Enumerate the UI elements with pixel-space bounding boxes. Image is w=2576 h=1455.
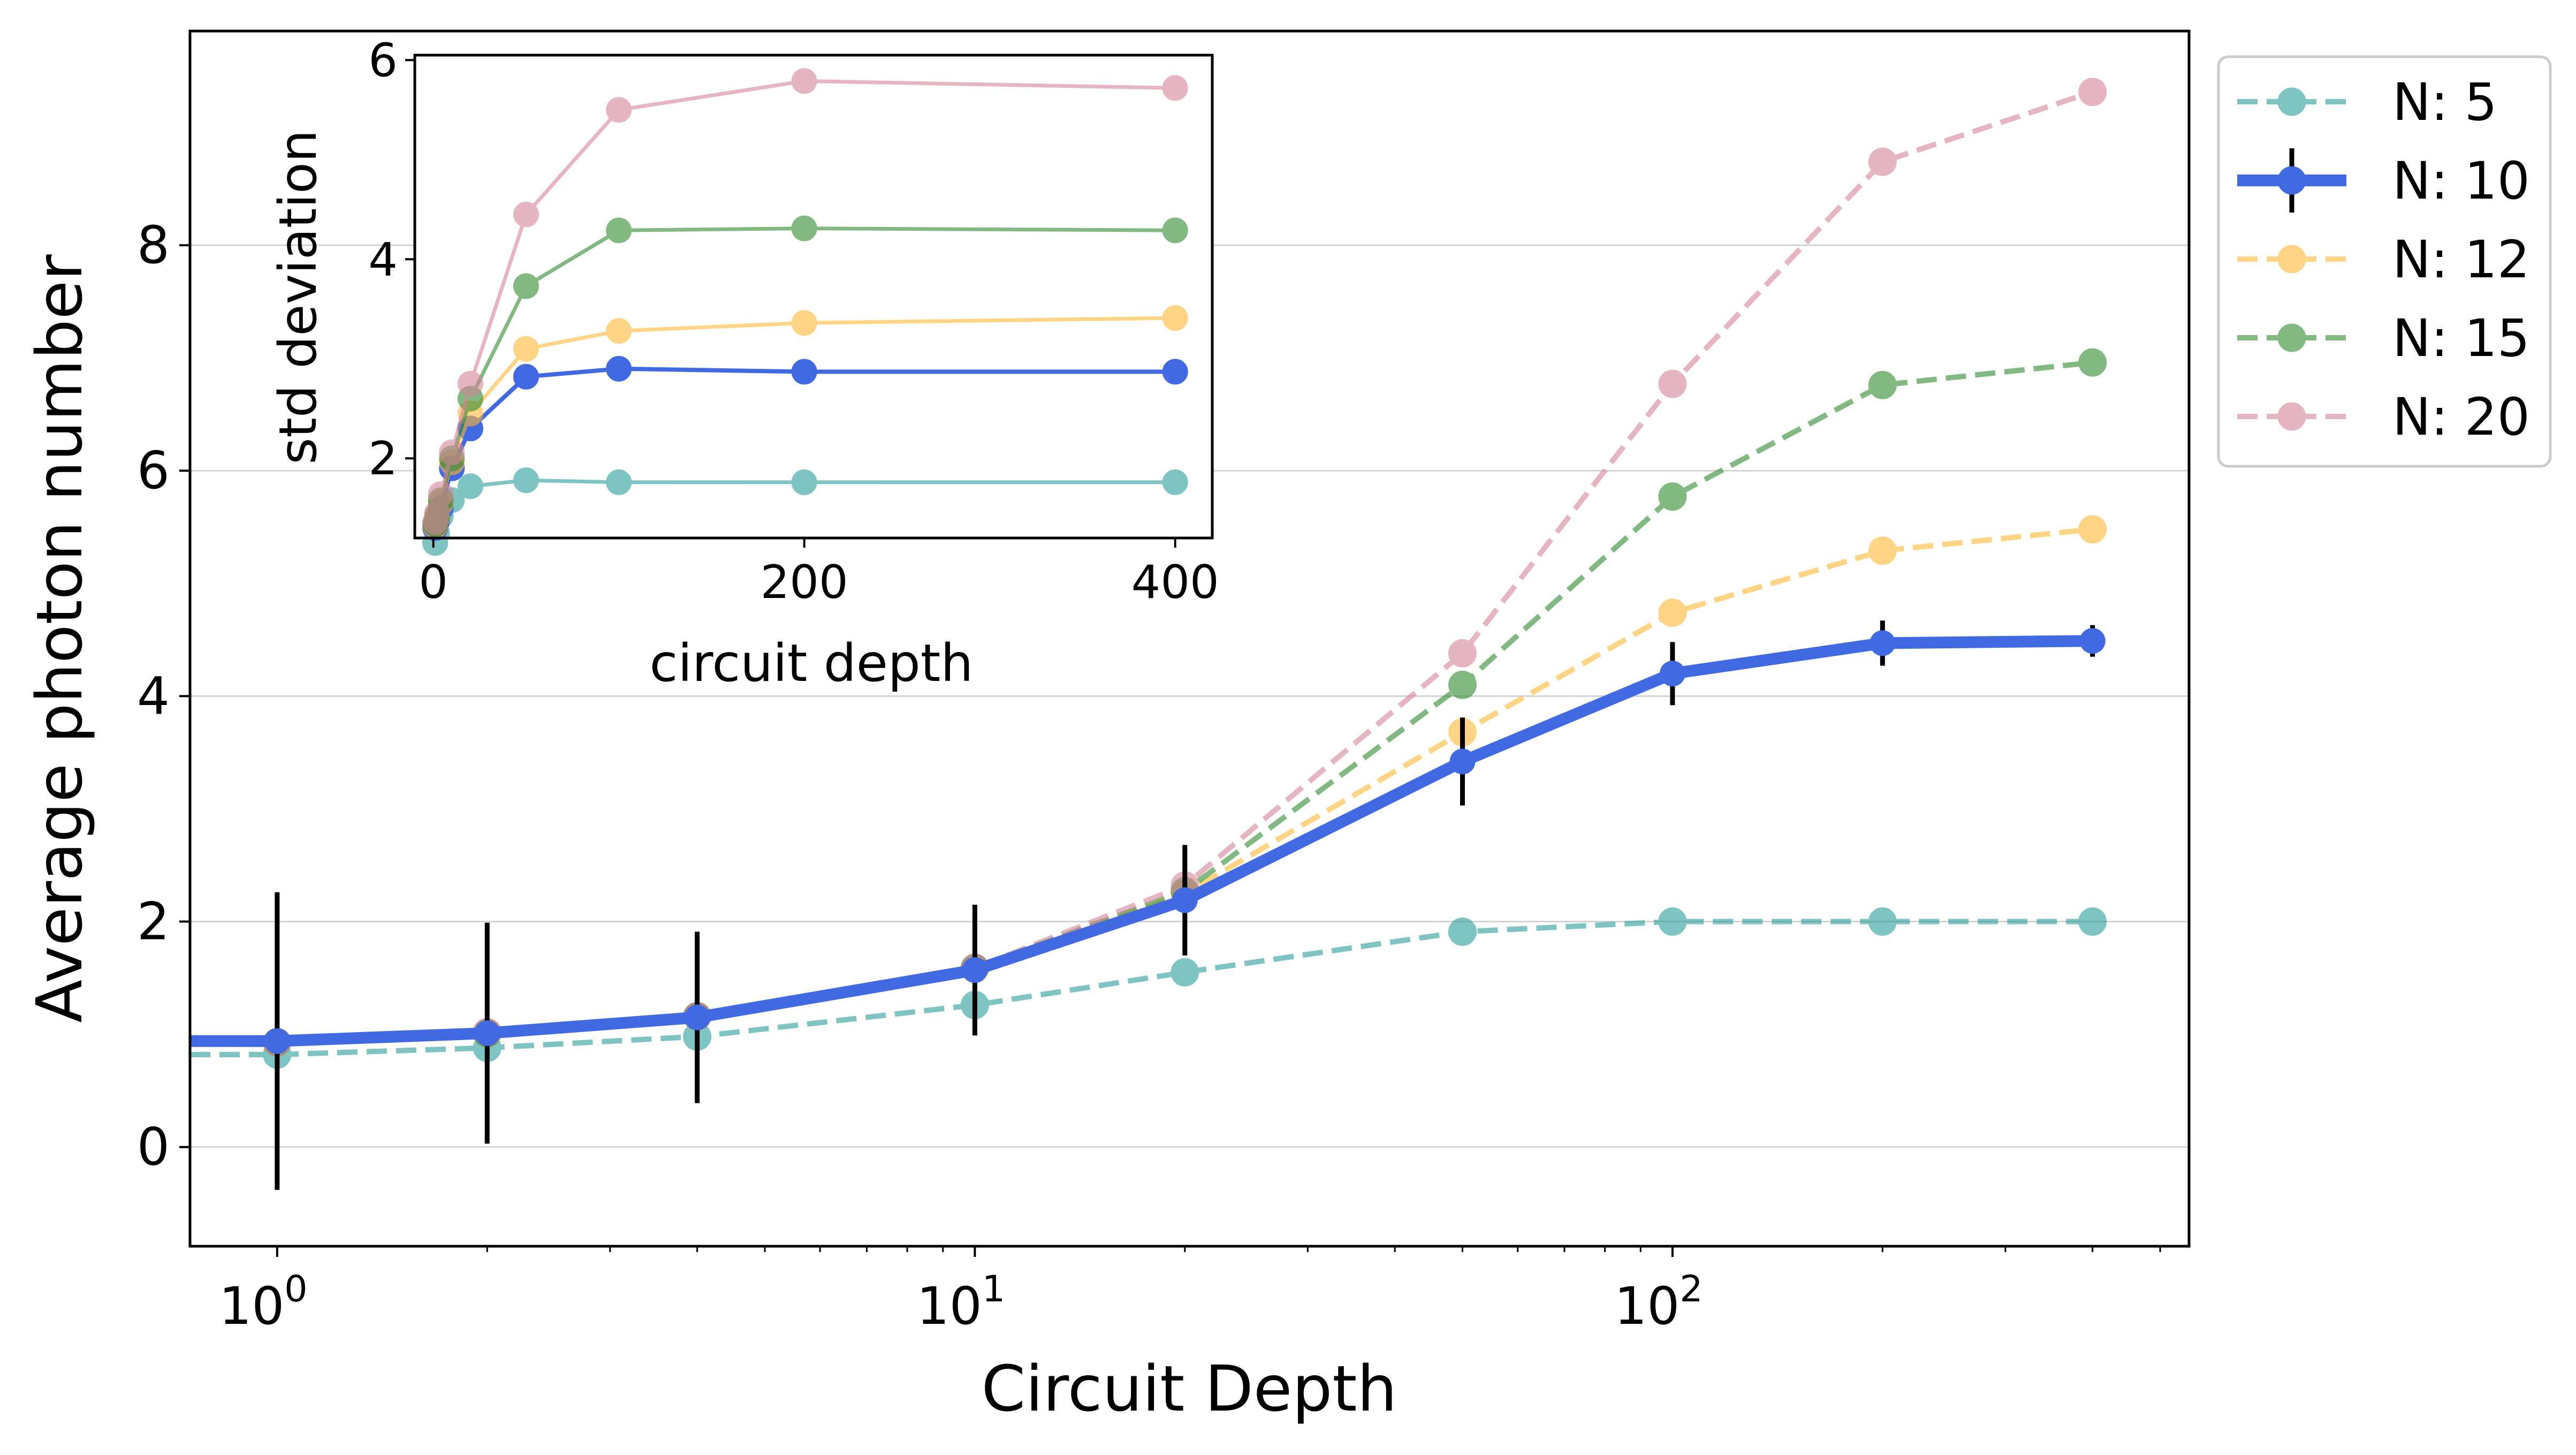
data-point-n10 xyxy=(264,1028,290,1054)
inset-x-tick-label: 200 xyxy=(761,556,848,609)
inset-data-point xyxy=(1162,75,1188,101)
data-point xyxy=(2078,515,2107,544)
inset-x-axis-label: circuit depth xyxy=(650,633,974,693)
data-point-n10 xyxy=(1870,630,1896,656)
inset-data-point xyxy=(791,310,817,336)
legend-point xyxy=(2277,245,2306,274)
x-tick-label: 100 xyxy=(219,1268,307,1336)
data-point xyxy=(1658,369,1687,398)
x-tick-label: 101 xyxy=(917,1268,1005,1336)
legend-marker xyxy=(2237,323,2346,352)
data-point xyxy=(1448,917,1477,946)
main-ticks: 0 2 4 6 8 100 101 102 xyxy=(137,215,2161,1336)
legend-point xyxy=(2277,87,2306,116)
legend-items: N: 5 N: 10 N: 12 N: 15 N: 20 xyxy=(2237,72,2530,447)
inset-data-point xyxy=(1162,469,1188,495)
legend-label: N: 10 xyxy=(2392,151,2530,211)
data-point xyxy=(2078,78,2107,107)
legend-point xyxy=(2277,402,2306,431)
inset-y-axis-label: std deviation xyxy=(268,130,328,464)
data-point-n10 xyxy=(1659,661,1685,687)
inset-data-point xyxy=(606,318,632,344)
inset-x-tick-label: 0 xyxy=(419,556,448,609)
y-tick-label: 4 xyxy=(137,666,170,726)
series-line-n10 xyxy=(190,635,2093,1047)
inset-y-tick-label: 6 xyxy=(368,34,398,87)
inset-data-point xyxy=(606,217,632,244)
x-tick-label: 102 xyxy=(1614,1268,1703,1336)
inset-series-group xyxy=(422,68,1188,535)
data-point-n10 xyxy=(2079,628,2106,654)
data-point-n10 xyxy=(474,1020,500,1047)
legend-marker xyxy=(2237,87,2346,116)
data-point-n10 xyxy=(962,957,988,983)
y-tick-label: 0 xyxy=(137,1117,170,1177)
series-group xyxy=(190,907,2107,1069)
inset-data-point xyxy=(457,473,483,499)
inset-ticks: 0 200 400 2 4 6 xyxy=(368,34,1219,609)
main-axes-frame xyxy=(188,29,2191,1248)
legend-marker xyxy=(2237,402,2346,431)
data-point xyxy=(1448,670,1477,699)
data-point xyxy=(1868,536,1897,565)
inset-y-tick-label: 2 xyxy=(368,432,398,486)
series-line xyxy=(190,919,2093,1057)
legend-point xyxy=(2277,166,2306,195)
legend-label: N: 12 xyxy=(2392,230,2530,290)
inset-axes-frame xyxy=(413,54,1214,540)
inset-plot-series xyxy=(422,68,1188,556)
legend-frame xyxy=(2217,55,2552,468)
inset-data-point xyxy=(513,201,539,228)
data-point xyxy=(1868,370,1897,399)
inset-data-point xyxy=(513,273,539,299)
inset-data-point xyxy=(457,370,483,397)
main-plot-series xyxy=(190,78,2107,1190)
data-point xyxy=(1868,907,1897,936)
inset-data-point xyxy=(428,481,454,507)
legend-label: N: 20 xyxy=(2392,387,2530,447)
legend-marker xyxy=(2237,245,2346,274)
inset-background xyxy=(415,55,1212,538)
inset-data-point xyxy=(791,359,817,385)
inset-data-point xyxy=(439,439,465,466)
inset-data-point xyxy=(791,68,817,94)
data-point xyxy=(1658,907,1687,936)
y-tick-label: 2 xyxy=(137,892,170,952)
inset-data-point xyxy=(513,336,539,362)
data-point-n10 xyxy=(1172,887,1198,913)
inset-data-point xyxy=(1162,305,1188,331)
inset-data-point xyxy=(606,97,632,123)
data-point xyxy=(2078,907,2107,936)
data-point-n10 xyxy=(1449,748,1476,775)
data-point xyxy=(1658,482,1687,511)
main-y-axis-label: Average photon number xyxy=(22,254,96,1023)
data-point xyxy=(1171,958,1199,987)
legend-label: N: 5 xyxy=(2392,72,2497,132)
legend-point xyxy=(2277,323,2306,352)
inset-data-point xyxy=(1162,217,1188,244)
inset-data-point xyxy=(791,215,817,241)
legend: N: 5 N: 10 N: 12 N: 15 N: 20 xyxy=(2217,55,2552,468)
inset-data-point xyxy=(606,355,632,382)
data-point xyxy=(1658,598,1687,627)
inset-data-point xyxy=(606,469,632,495)
legend-label: N: 15 xyxy=(2392,308,2530,368)
data-point xyxy=(1868,147,1897,176)
data-point xyxy=(2078,348,2107,377)
inset-x-tick-label: 400 xyxy=(1131,556,1219,609)
inset-y-tick-label: 4 xyxy=(368,233,398,286)
y-tick-label: 6 xyxy=(137,441,170,501)
inset-data-point xyxy=(513,467,539,494)
data-point xyxy=(1448,639,1477,668)
data-point-n10 xyxy=(684,1004,710,1030)
y-tick-label: 8 xyxy=(137,215,170,275)
main-x-axis-label: Circuit Depth xyxy=(982,1352,1397,1426)
legend-marker xyxy=(2237,148,2346,213)
inset-data-point xyxy=(791,469,817,495)
inset-data-point xyxy=(1162,359,1188,385)
inset-data-point xyxy=(513,363,539,390)
